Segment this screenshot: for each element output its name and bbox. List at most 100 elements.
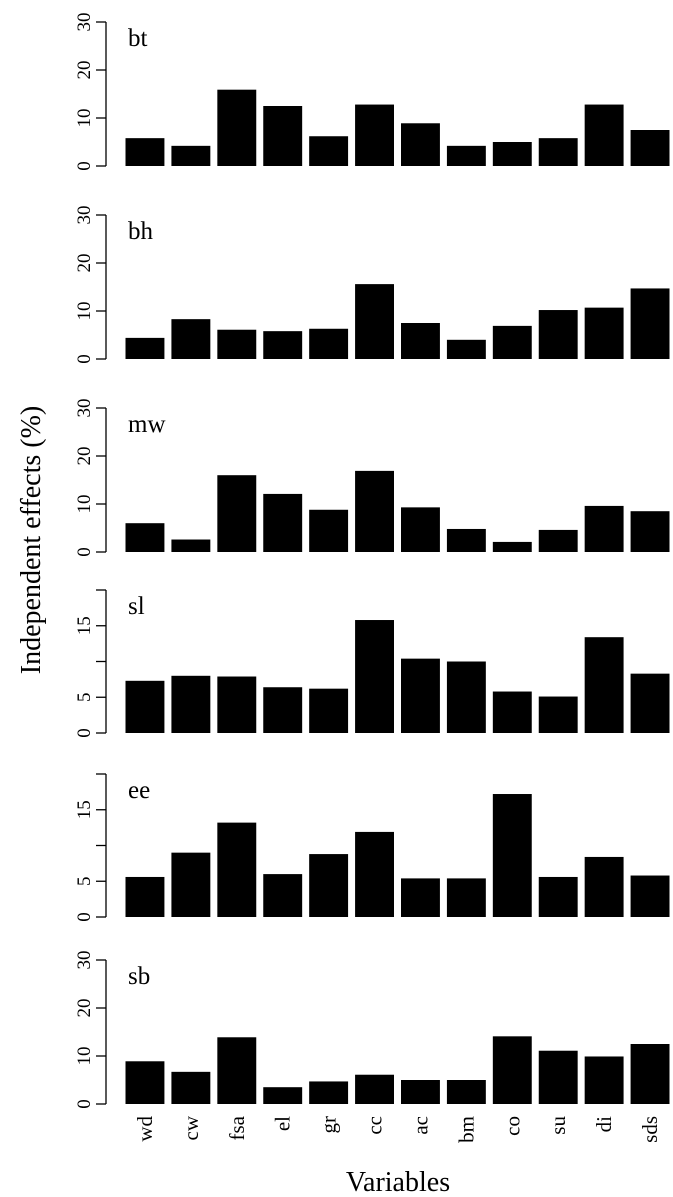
bar-ee-su bbox=[538, 876, 578, 917]
bar-ee-di bbox=[584, 856, 624, 917]
bar-sb-cw bbox=[171, 1071, 211, 1104]
bar-ee-cw bbox=[171, 852, 211, 917]
bar-ee-fsa bbox=[217, 822, 257, 917]
bar-bt-bm bbox=[446, 145, 486, 166]
x-tick-label: bm bbox=[454, 1116, 478, 1143]
bar-ee-gr bbox=[309, 854, 349, 917]
bar-sl-co bbox=[492, 691, 532, 733]
bar-bt-gr bbox=[309, 136, 349, 166]
bar-sb-el bbox=[263, 1087, 303, 1104]
y-tick-label: 0 bbox=[74, 161, 95, 171]
bar-bh-ac bbox=[401, 323, 440, 359]
y-tick-label: 15 bbox=[74, 616, 95, 635]
bar-bh-co bbox=[492, 325, 532, 359]
bar-bt-di bbox=[584, 104, 624, 166]
x-tick-label: el bbox=[271, 1116, 295, 1131]
panel-label: bh bbox=[128, 218, 154, 245]
y-tick-label: 10 bbox=[74, 302, 95, 321]
bar-sb-sds bbox=[630, 1044, 670, 1104]
panel-sb: 0 10 20 30 sb bbox=[74, 951, 670, 1109]
bar-sl-cc bbox=[355, 620, 394, 733]
panel-bt: 0 10 20 30 bt bbox=[74, 13, 670, 171]
bar-bh-el bbox=[263, 331, 303, 359]
bar-ee-bm bbox=[446, 878, 486, 917]
y-tick-label: 30 bbox=[74, 206, 95, 225]
bar-mw-sds bbox=[630, 511, 670, 552]
panel-label: sl bbox=[128, 593, 145, 620]
panel-bh: 0 10 20 30 bh bbox=[74, 206, 670, 364]
bar-mw-gr bbox=[309, 509, 349, 552]
y-tick-label: 20 bbox=[74, 254, 95, 273]
bar-bt-fsa bbox=[217, 89, 257, 166]
bar-mw-di bbox=[584, 505, 624, 552]
x-tick-label: di bbox=[592, 1116, 616, 1133]
bar-sl-bm bbox=[446, 661, 486, 733]
bar-mw-co bbox=[492, 541, 532, 552]
bar-bh-cw bbox=[171, 319, 211, 359]
bar-bt-ac bbox=[401, 123, 440, 166]
bar-sl-di bbox=[584, 637, 624, 733]
bar-ee-ac bbox=[401, 878, 440, 917]
y-tick-label: 5 bbox=[74, 877, 95, 887]
bar-sl-ac bbox=[401, 658, 440, 733]
x-tick-label: fsa bbox=[225, 1115, 249, 1140]
bar-bt-sds bbox=[630, 130, 670, 166]
bar-sl-fsa bbox=[217, 676, 257, 733]
bar-bh-su bbox=[538, 310, 578, 359]
bar-bt-wd bbox=[125, 138, 165, 166]
y-tick-label: 10 bbox=[74, 495, 95, 514]
bar-sb-bm bbox=[446, 1080, 486, 1104]
bar-ee-el bbox=[263, 874, 303, 917]
panel-label: mw bbox=[128, 411, 166, 438]
bar-mw-el bbox=[263, 493, 303, 552]
bar-bh-bm bbox=[446, 339, 486, 359]
panel-ee: 0 5 15 ee bbox=[74, 773, 670, 922]
bar-bh-sds bbox=[630, 288, 670, 359]
y-tick-label: 30 bbox=[74, 13, 95, 32]
x-tick-label: sds bbox=[638, 1116, 662, 1143]
bar-mw-wd bbox=[125, 523, 165, 552]
bar-bh-gr bbox=[309, 328, 349, 359]
y-tick-label: 15 bbox=[74, 800, 95, 819]
bar-sb-ac bbox=[401, 1080, 440, 1104]
bar-bt-co bbox=[492, 142, 532, 166]
bar-sl-sds bbox=[630, 673, 670, 733]
bar-bt-el bbox=[263, 106, 303, 166]
bar-mw-ac bbox=[401, 507, 440, 552]
y-tick-label: 0 bbox=[74, 354, 95, 364]
bar-sb-co bbox=[492, 1036, 532, 1104]
bar-sb-su bbox=[538, 1050, 578, 1104]
bar-sl-su bbox=[538, 696, 578, 733]
bar-bh-cc bbox=[355, 284, 394, 359]
y-axis-title: Independent effects (%) bbox=[16, 406, 47, 674]
bar-bh-wd bbox=[125, 337, 165, 359]
bar-sl-cw bbox=[171, 675, 211, 733]
panel-mw: 0 10 20 30 mw bbox=[74, 399, 670, 557]
bar-sb-gr bbox=[309, 1081, 349, 1104]
bar-ee-wd bbox=[125, 876, 165, 917]
y-tick-label: 30 bbox=[74, 399, 95, 418]
bar-bt-cw bbox=[171, 145, 211, 166]
y-tick-label: 0 bbox=[74, 1099, 95, 1109]
panel-label: sb bbox=[128, 963, 150, 990]
bar-bt-su bbox=[538, 138, 578, 166]
y-tick-label: 0 bbox=[74, 547, 95, 557]
y-tick-label: 20 bbox=[74, 999, 95, 1018]
bar-sl-el bbox=[263, 687, 303, 733]
y-tick-label: 30 bbox=[74, 951, 95, 970]
y-tick-label: 20 bbox=[74, 447, 95, 466]
panel-sl: 0 5 15 sl bbox=[74, 589, 670, 738]
y-tick-label: 0 bbox=[74, 728, 95, 738]
bar-bt-cc bbox=[355, 104, 394, 166]
x-tick-label: wd bbox=[133, 1116, 157, 1142]
bar-ee-sds bbox=[630, 875, 670, 917]
x-tick-label: gr bbox=[317, 1116, 341, 1134]
bar-ee-co bbox=[492, 794, 532, 917]
bar-ee-cc bbox=[355, 831, 394, 917]
bar-mw-bm bbox=[446, 528, 486, 552]
y-tick-label: 20 bbox=[74, 61, 95, 80]
x-tick-label: su bbox=[546, 1116, 570, 1135]
x-tick-label: ac bbox=[408, 1116, 432, 1135]
bar-mw-cw bbox=[171, 539, 211, 552]
